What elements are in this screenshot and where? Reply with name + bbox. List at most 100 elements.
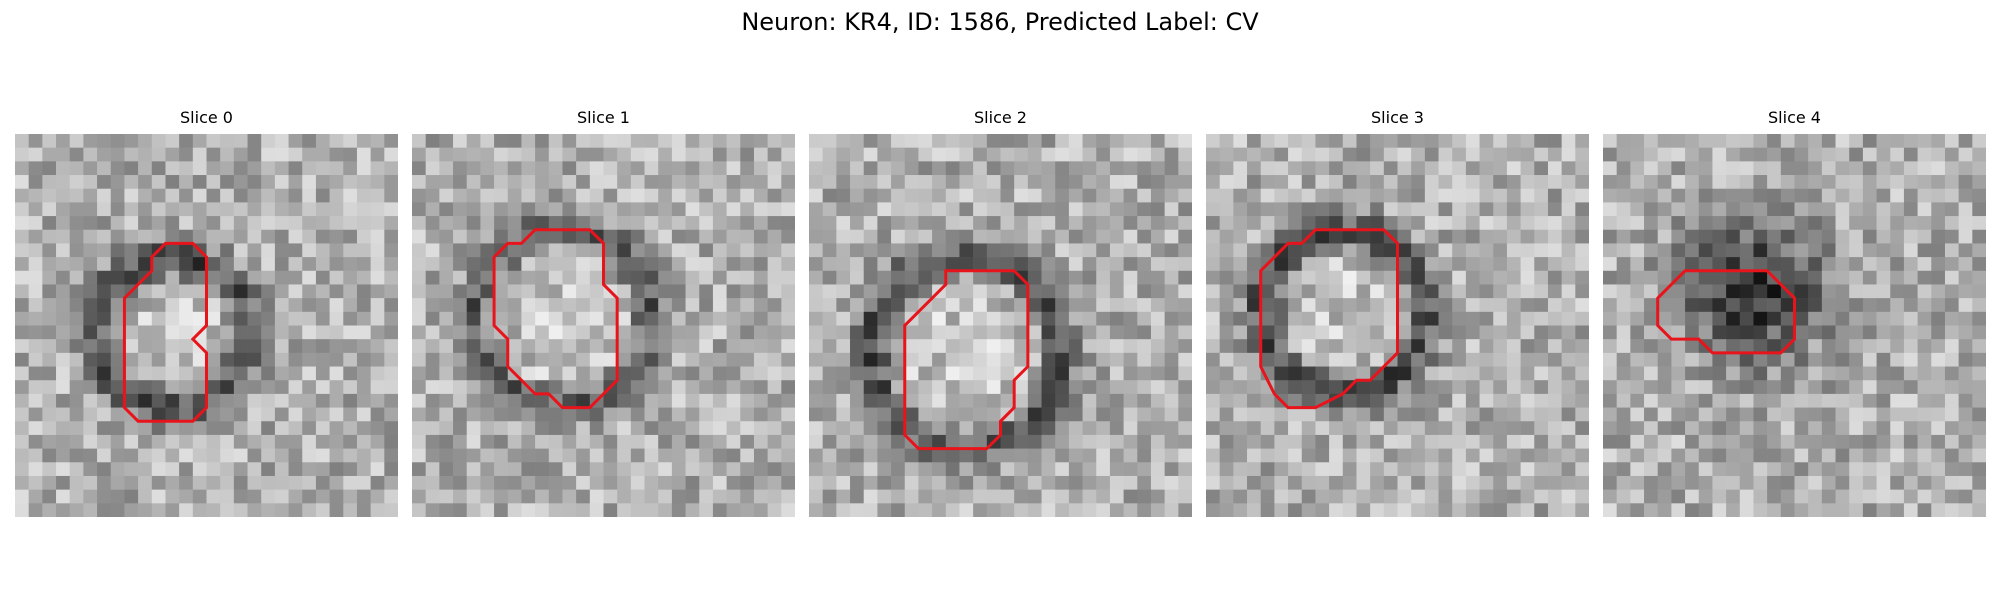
image-pixel	[617, 161, 632, 176]
image-pixel	[973, 311, 988, 326]
image-pixel	[1260, 448, 1275, 463]
image-pixel	[220, 393, 235, 408]
image-pixel	[644, 161, 659, 176]
image-pixel	[192, 421, 207, 436]
image-pixel	[740, 462, 755, 477]
image-pixel	[453, 202, 467, 217]
image-pixel	[1288, 366, 1303, 381]
image-pixel	[247, 311, 262, 326]
image-pixel	[15, 325, 29, 340]
image-pixel	[466, 393, 481, 408]
image-pixel	[1821, 229, 1836, 244]
image-pixel	[315, 366, 330, 381]
image-pixel	[1109, 161, 1124, 176]
image-pixel	[165, 352, 180, 367]
image-pixel	[959, 311, 974, 326]
image-pixel	[891, 339, 906, 354]
image-pixel	[918, 257, 933, 272]
image-pixel	[535, 448, 550, 463]
image-pixel	[562, 352, 577, 367]
image-pixel	[1520, 380, 1535, 395]
image-pixel	[822, 188, 837, 203]
image-pixel	[1712, 325, 1727, 340]
image-pixel	[1547, 229, 1562, 244]
image-pixel	[302, 475, 317, 490]
image-pixel	[179, 298, 194, 313]
image-pixel	[1767, 503, 1782, 517]
image-pixel	[1123, 216, 1138, 231]
image-pixel	[891, 380, 906, 395]
image-pixel	[945, 298, 960, 313]
image-pixel	[329, 380, 344, 395]
image-pixel	[247, 134, 262, 148]
image-pixel	[671, 434, 686, 449]
image-pixel	[1137, 325, 1152, 340]
image-pixel	[1493, 475, 1508, 490]
image-pixel	[1835, 188, 1850, 203]
image-pixel	[603, 352, 618, 367]
image-pixel	[1465, 202, 1480, 217]
image-pixel	[658, 503, 673, 517]
image-pixel	[1150, 202, 1165, 217]
image-pixel	[726, 407, 741, 422]
image-pixel	[412, 202, 426, 217]
image-pixel	[1247, 188, 1261, 203]
image-pixel	[918, 188, 933, 203]
image-pixel	[548, 380, 563, 395]
image-pixel	[356, 366, 371, 381]
image-pixel	[439, 352, 454, 367]
image-pixel	[1534, 393, 1549, 408]
image-pixel	[1644, 216, 1658, 231]
image-pixel	[1603, 175, 1617, 189]
image-pixel	[1465, 257, 1480, 272]
image-pixel	[1835, 284, 1850, 299]
image-pixel	[412, 175, 426, 189]
image-pixel	[425, 489, 440, 504]
image-pixel	[42, 270, 57, 285]
image-pixel	[206, 352, 221, 367]
image-pixel	[1274, 352, 1289, 367]
image-pixel	[1370, 229, 1385, 244]
image-pixel	[1726, 434, 1741, 449]
image-pixel	[1329, 380, 1344, 395]
image-pixel	[1274, 134, 1289, 148]
image-pixel	[1219, 216, 1234, 231]
image-pixel	[535, 407, 550, 422]
image-pixel	[850, 393, 864, 408]
image-pixel	[1068, 407, 1083, 422]
image-pixel	[288, 475, 303, 490]
image-pixel	[453, 270, 467, 285]
image-pixel	[370, 202, 385, 217]
image-pixel	[1726, 462, 1741, 477]
image-pixel	[1206, 475, 1220, 490]
image-pixel	[412, 489, 426, 504]
image-pixel	[1247, 352, 1261, 367]
image-pixel	[329, 161, 344, 176]
image-pixel	[1329, 257, 1344, 272]
image-pixel	[753, 380, 768, 395]
image-pixel	[1903, 366, 1918, 381]
image-pixel	[1780, 393, 1795, 408]
image-pixel	[1096, 448, 1111, 463]
image-pixel	[1247, 448, 1261, 463]
image-pixel	[1452, 216, 1467, 231]
image-pixel	[712, 380, 727, 395]
image-pixel	[1424, 147, 1439, 162]
image-pixel	[1438, 134, 1453, 148]
image-pixel	[206, 434, 221, 449]
image-pixel	[1178, 407, 1192, 422]
image-pixel	[1109, 134, 1124, 148]
image-pixel	[1493, 229, 1508, 244]
image-pixel	[412, 311, 426, 326]
image-pixel	[973, 393, 988, 408]
image-pixel	[1288, 475, 1303, 490]
image-pixel	[1096, 489, 1111, 504]
image-pixel	[1383, 188, 1398, 203]
image-pixel	[1370, 202, 1385, 217]
image-pixel	[1000, 393, 1015, 408]
image-pixel	[959, 216, 974, 231]
image-pixel	[850, 311, 864, 326]
image-pixel	[370, 257, 385, 272]
image-pixel	[192, 134, 207, 148]
image-pixel	[932, 325, 947, 340]
